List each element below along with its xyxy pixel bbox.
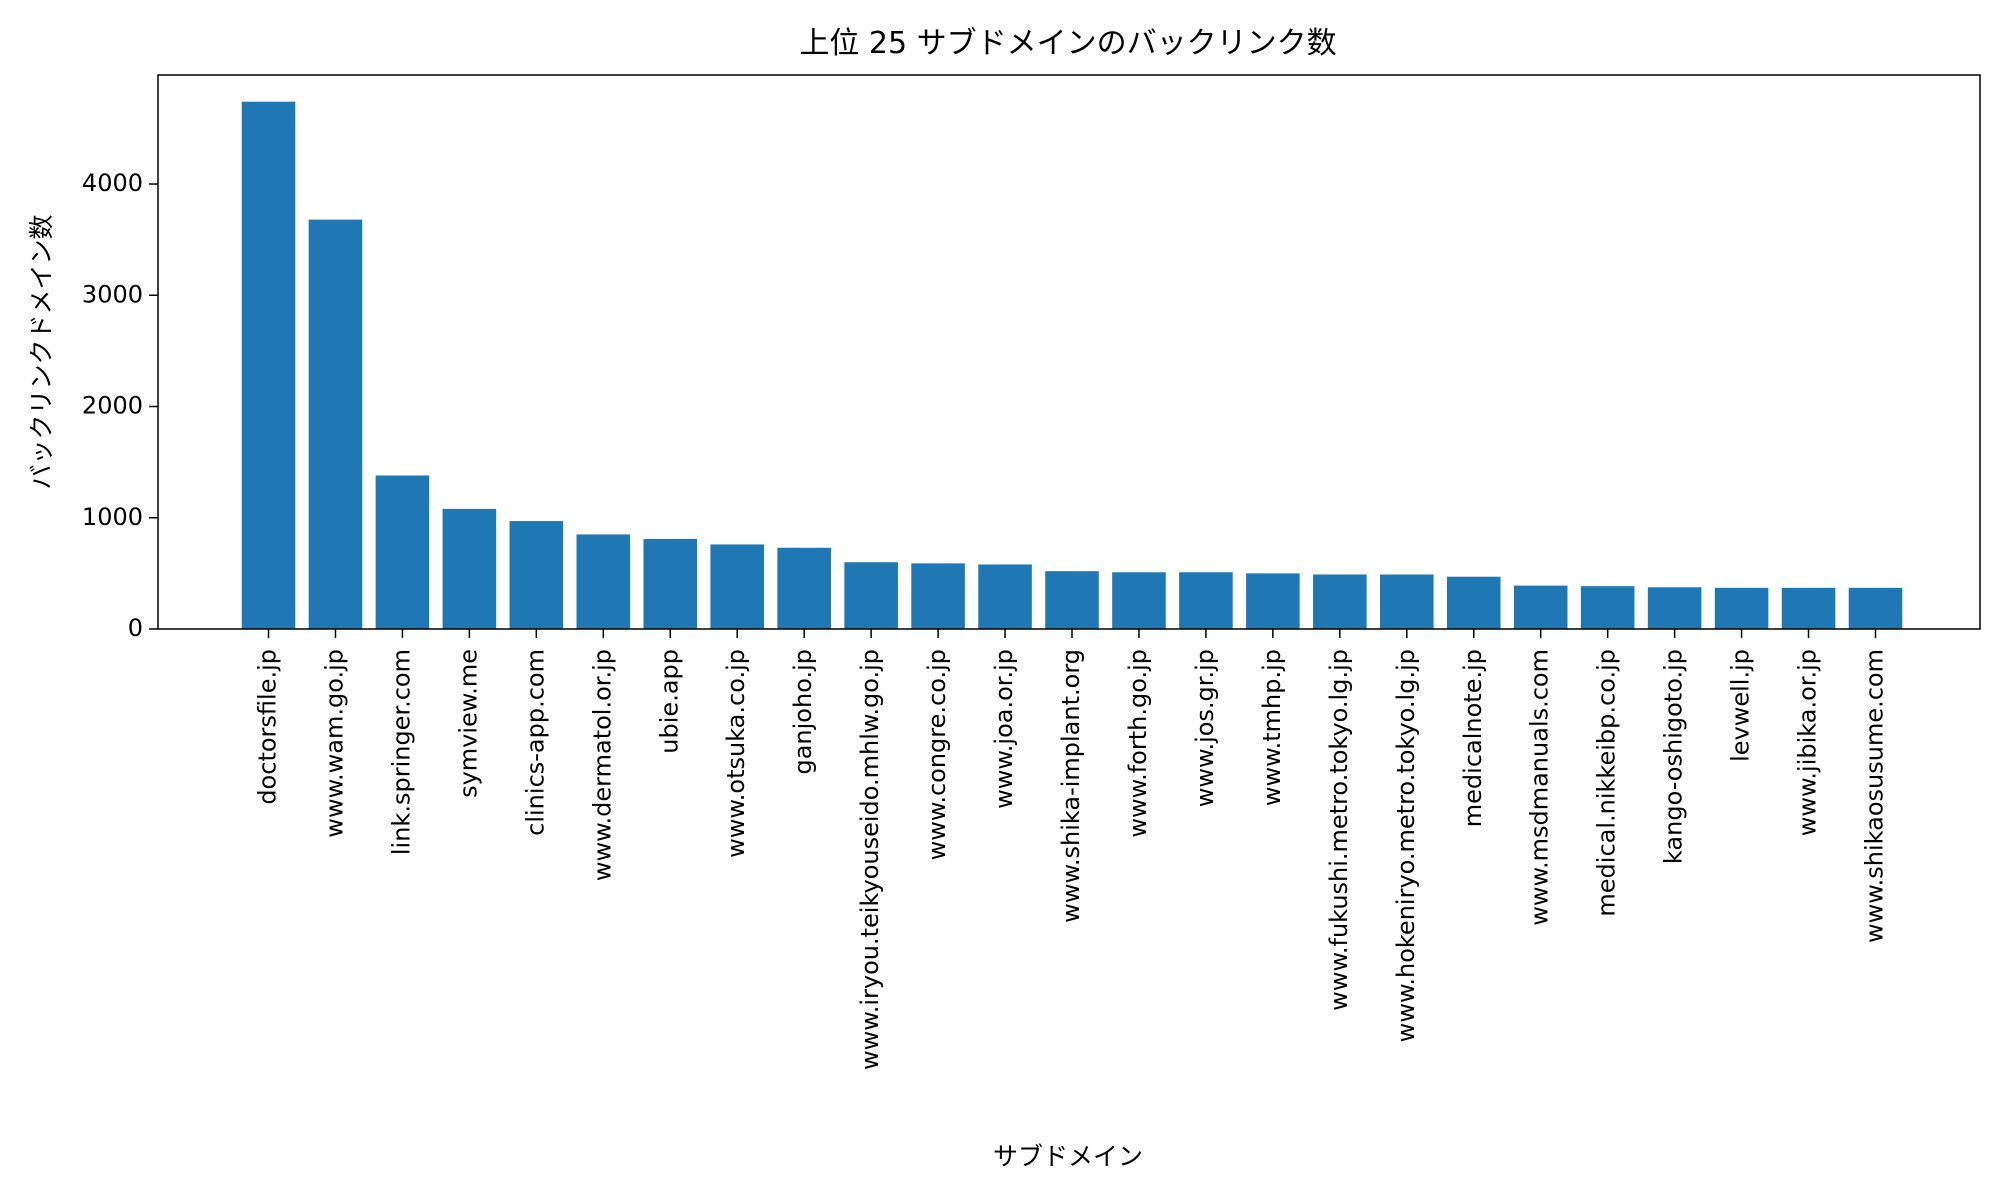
bar-www.tmhp.jp	[1246, 573, 1300, 629]
y-tick-label: 2000	[82, 392, 143, 420]
bar-doctorsfile.jp	[241, 101, 296, 629]
x-tick-label: www.hokeniryo.metro.tokyo.lg.jp	[1392, 649, 1420, 1042]
x-tick-label: clinics-app.com	[521, 649, 549, 836]
x-tick-label: www.wam.go.jp	[320, 649, 348, 838]
y-axis: 0 1000 2000 3000 4000	[82, 169, 158, 642]
x-tick-label: www.jibika.or.jp	[1794, 649, 1822, 836]
y-tick-label: 1000	[82, 503, 143, 531]
bar-clinics-app.com	[509, 521, 564, 629]
bar-www.wam.go.jp	[308, 219, 363, 629]
bar-www.forth.go.jp	[1112, 572, 1166, 629]
bar-kango-oshigoto.jp	[1647, 587, 1702, 629]
plot-frame	[157, 74, 1981, 630]
x-tick-label: www.otsuka.co.jp	[722, 649, 750, 858]
y-tick-label: 3000	[82, 280, 143, 308]
bar-www.hokeniryo.metro.tokyo.lg.jp	[1380, 574, 1434, 629]
bar-www.congre.co.jp	[911, 563, 965, 629]
bar-ganjoho.jp	[777, 547, 831, 629]
x-tick-label: symview.me	[454, 649, 482, 798]
y-axis-label: バックリンクドメイン数	[27, 214, 56, 489]
x-tick-label: levwell.jp	[1727, 649, 1755, 762]
x-tick-label: ganjoho.jp	[789, 649, 817, 775]
x-tick-label: www.tmhp.jp	[1258, 649, 1286, 806]
x-tick-label: www.joa.or.jp	[990, 649, 1018, 809]
bar-www.msdmanuals.com	[1513, 585, 1568, 629]
y-tick-label: 0	[128, 614, 143, 642]
x-axis-label: サブドメイン	[993, 1142, 1143, 1171]
x-axis: doctorsfile.jp www.wam.go.jp link.springer…	[254, 629, 1889, 1070]
bar-medical.nikkeibp.co.jp	[1580, 586, 1635, 629]
bar-link.springer.com	[375, 475, 430, 629]
bar-www.jibika.or.jp	[1781, 587, 1836, 629]
bar-www.shikaosusume.com	[1848, 587, 1903, 629]
x-tick-label: www.jos.gr.jp	[1191, 649, 1219, 807]
x-tick-label: www.shikaosusume.com	[1861, 649, 1889, 943]
x-tick-label: www.fukushi.metro.tokyo.lg.jp	[1325, 649, 1353, 1011]
bar-www.fukushi.metro.tokyo.lg.jp	[1313, 574, 1367, 629]
x-tick-label: medicalnote.jp	[1459, 649, 1487, 827]
x-tick-label: www.congre.co.jp	[923, 649, 951, 860]
x-tick-label: ubie.app	[655, 649, 683, 754]
chart-title: 上位 25 サブドメインのバックリンク数	[799, 26, 1336, 61]
x-tick-label: www.iryou.teikyouseido.mhlw.go.jp	[856, 649, 884, 1070]
x-tick-label: www.dermatol.or.jp	[588, 649, 616, 881]
bar-medicalnote.jp	[1446, 576, 1501, 629]
x-tick-label: www.shika-implant.org	[1057, 649, 1085, 923]
bar-symview.me	[442, 508, 497, 629]
bar-www.dermatol.or.jp	[576, 534, 631, 629]
x-tick-label: www.msdmanuals.com	[1526, 649, 1554, 926]
x-tick-label: link.springer.com	[387, 649, 415, 855]
x-tick-label: medical.nikkeibp.co.jp	[1593, 649, 1621, 917]
bar-ubie.app	[643, 538, 698, 629]
bar-www.iryou.teikyouseido.mhlw.go.jp	[844, 562, 898, 629]
y-tick-label: 4000	[82, 169, 143, 197]
bar-www.shika-implant.org	[1045, 571, 1099, 629]
bar-www.jos.gr.jp	[1179, 572, 1233, 629]
x-tick-label: kango-oshigoto.jp	[1660, 649, 1688, 864]
x-tick-label: doctorsfile.jp	[254, 649, 282, 805]
bar-levwell.jp	[1714, 587, 1769, 629]
bar-www.otsuka.co.jp	[710, 544, 764, 629]
bars-layer	[241, 101, 1903, 629]
bar-www.joa.or.jp	[978, 564, 1032, 629]
x-tick-label: www.forth.go.jp	[1124, 649, 1152, 838]
